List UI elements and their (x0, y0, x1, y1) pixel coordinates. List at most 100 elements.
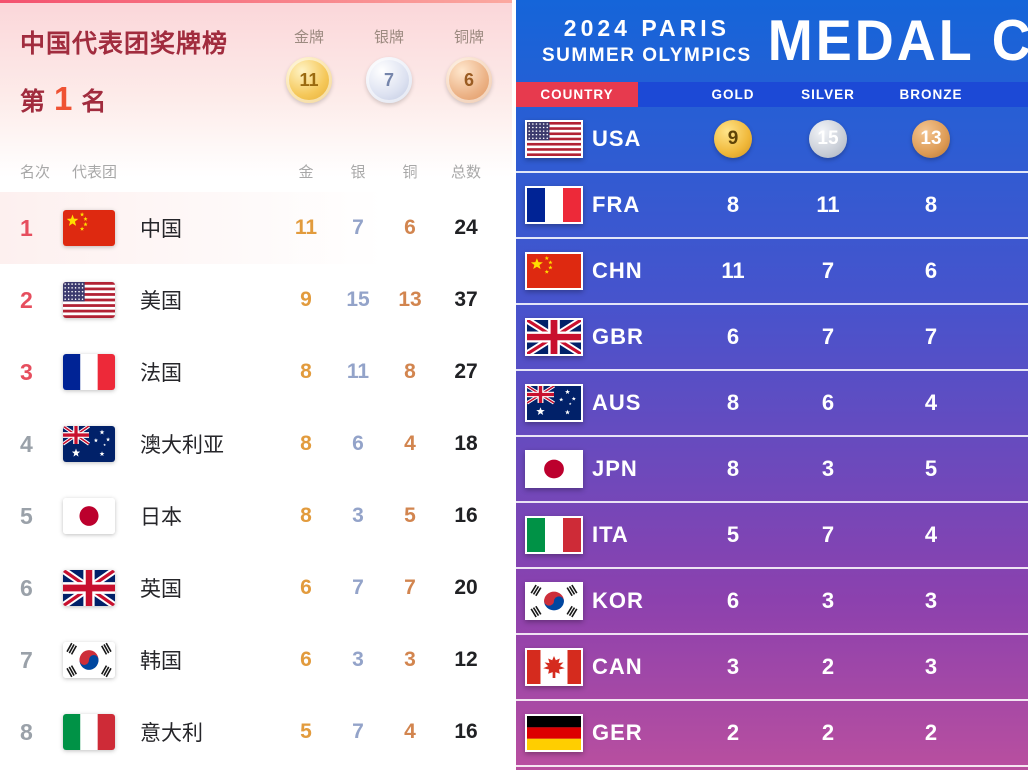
country-code: AUS (592, 390, 642, 415)
total-count: 24 (454, 216, 478, 239)
country-code: KOR (592, 588, 644, 613)
gold-count: 9 (300, 288, 312, 311)
total-count: 16 (454, 504, 478, 527)
medal-row-usa: USA 9 15 13 (516, 107, 1028, 173)
cn-medal-row-cn: 1 中国 11 7 6 24 (0, 192, 512, 264)
header-bronze: 铜 (402, 163, 418, 181)
event-title-line2: SUMMER OLYMPICS (542, 44, 752, 66)
silver-count: 7 (821, 324, 835, 349)
cn-medal-row-jp: 5 日本 8 3 5 16 (0, 480, 512, 552)
flag-au-icon (516, 384, 592, 422)
table-header-row: 名次 代表团 金 银 铜 总数 (0, 150, 512, 192)
rank-number: 2 (20, 286, 33, 313)
medal-count-title: MEDAL COU (767, 9, 1028, 73)
china-rank-line: 第 1 名 (20, 80, 106, 118)
bronze-count: 3 (924, 654, 938, 679)
silver-count: 15 (346, 288, 370, 311)
gold-count: 6 (726, 588, 740, 613)
country-code: JPN (592, 456, 638, 481)
silver-count: 7 (352, 720, 364, 743)
rank-number: 8 (20, 718, 33, 745)
bronze-label: 铜牌 (453, 29, 484, 46)
silver-count: 2 (821, 654, 835, 679)
gold-count: 6 (726, 324, 740, 349)
gold-count: 11 (294, 216, 318, 239)
rank-number: 3 (20, 358, 33, 385)
column-header-bronze: BRONZE (899, 87, 963, 102)
event-title: 2024 PARIS SUMMER OLYMPICS (542, 14, 752, 69)
event-title-line1: 2024 PARIS (563, 14, 730, 41)
team-name: 日本 (140, 506, 182, 529)
cn-medal-row-us: 2 美国 9 15 13 37 (0, 264, 512, 336)
gold-count: 11 (721, 258, 745, 283)
flag-it-icon (50, 714, 128, 750)
gold-count: 9 (714, 120, 752, 158)
gold-count: 2 (726, 720, 740, 745)
header-gold: 金 (298, 163, 314, 181)
bronze-count: 8 (404, 360, 416, 383)
medal-row-jpn: JPN 8 3 5 (516, 437, 1028, 503)
gold-count: 8 (300, 504, 312, 527)
gold-label: 金牌 (293, 29, 324, 46)
bronze-count: 4 (404, 432, 416, 455)
flag-kr-icon (50, 642, 128, 678)
country-code: GBR (592, 324, 644, 349)
header-rank: 名次 (20, 163, 51, 181)
team-name: 韩国 (140, 650, 182, 673)
total-count: 12 (454, 648, 478, 671)
silver-count: 7 (821, 522, 835, 547)
flag-fr-icon (516, 186, 592, 224)
gold-count: 8 (300, 360, 312, 383)
cn-medal-row-it: 8 意大利 5 7 4 16 (0, 696, 512, 768)
flag-gb-icon (516, 318, 592, 356)
table-header-bar: COUNTRY GOLD SILVER BRONZE (516, 82, 1028, 107)
gold-count: 6 (300, 648, 312, 671)
column-header-gold: GOLD (711, 87, 755, 102)
column-header-country: COUNTRY (516, 82, 638, 107)
flag-cn-icon (516, 252, 592, 290)
gold-medal-icon: 11 (286, 57, 332, 103)
bronze-count: 7 (404, 576, 416, 599)
rank-value: 1 (54, 80, 73, 117)
cn-medal-row-gb: 6 英国 6 7 7 20 (0, 552, 512, 624)
bronze-count: 13 (398, 288, 422, 311)
flag-cn-icon (50, 210, 128, 246)
flag-us-icon (516, 120, 592, 158)
flag-de-icon (516, 714, 592, 752)
header-silver: 银 (350, 163, 366, 181)
flag-it-icon (516, 516, 592, 554)
country-code: CHN (592, 258, 643, 283)
cn-medal-row-fr: 3 法国 8 11 8 27 (0, 336, 512, 408)
gold-count: 5 (726, 522, 740, 547)
total-count: 37 (454, 288, 478, 311)
column-header-silver: SILVER (801, 87, 855, 102)
header-total: 总数 (450, 163, 481, 181)
silver-count: 7 (352, 216, 364, 239)
rank-number: 6 (20, 574, 33, 601)
total-count: 20 (454, 576, 478, 599)
bronze-medal-icon: 6 (446, 57, 492, 103)
silver-count: 7 (821, 258, 835, 283)
total-count: 27 (454, 360, 478, 383)
broadcast-medal-panel: 2024 PARIS SUMMER OLYMPICS MEDAL COU COU… (516, 0, 1028, 770)
medal-count-body: USA 9 15 13 FRA 8 11 8 CHN 11 7 6 GBR 6 7 7 AUS 8 6 4 JPN 8 3 5… (516, 107, 1028, 767)
medal-row-aus: AUS 8 6 4 (516, 371, 1028, 437)
flag-ca-icon (516, 648, 592, 686)
medal-row-kor: KOR 6 3 3 (516, 569, 1028, 635)
rank-number: 4 (20, 430, 33, 457)
silver-label: 银牌 (373, 29, 404, 46)
rank-number: 1 (20, 214, 33, 241)
bronze-count: 13 (912, 120, 950, 158)
bronze-count: 6 (404, 216, 416, 239)
team-name: 美国 (140, 290, 182, 313)
silver-medal-icon: 7 (366, 57, 412, 103)
bronze-count: 4 (924, 522, 938, 547)
gold-count: 3 (726, 654, 740, 679)
bronze-count: 8 (924, 192, 938, 217)
silver-summary: 银牌 7 (362, 26, 416, 103)
medal-row-gbr: GBR 6 7 7 (516, 305, 1028, 371)
flag-kr-icon (516, 582, 592, 620)
bronze-count: 5 (404, 504, 416, 527)
medal-row-chn: CHN 11 7 6 (516, 239, 1028, 305)
broadcast-title: 2024 PARIS SUMMER OLYMPICS MEDAL COU (516, 0, 1028, 82)
